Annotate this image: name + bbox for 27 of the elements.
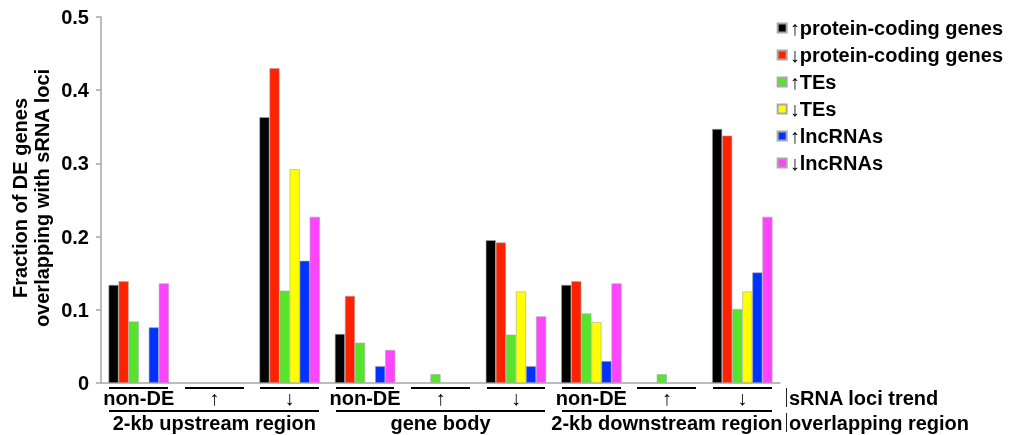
legend-label: ↑protein-coding genes xyxy=(789,17,1003,39)
legend-label: ↓protein-coding genes xyxy=(789,44,1003,66)
y-tick-label: 0.2 xyxy=(61,225,89,248)
legend-label: ↓lncRNAs xyxy=(789,152,884,174)
text: 2-kb upstream region xyxy=(112,412,317,434)
x-tick-label: ↓ xyxy=(284,387,295,409)
x-tick-label: non-DE xyxy=(103,387,175,409)
y-tick-label: 0.4 xyxy=(61,79,90,102)
y-tick-label: 0.1 xyxy=(61,298,89,321)
text: 2-kb downstream region xyxy=(551,412,783,434)
y-axis-title: Fraction of DE genes overlapping with sRNA loci xyxy=(9,67,53,330)
x-tick-label: non-DE xyxy=(329,387,401,409)
legend-label: ↑TEs xyxy=(789,71,837,93)
text: gene body xyxy=(390,412,491,434)
x-tick-label: ↑ xyxy=(661,387,672,409)
x-tick-label: ↑ xyxy=(435,387,446,409)
x-axis-title: sRNA loci trend xyxy=(789,387,939,409)
text: overlapping region xyxy=(789,412,970,434)
y-tick-label: 0 xyxy=(77,372,89,394)
y-tick-label: 0.5 xyxy=(61,6,89,28)
y-tick-label: 0.3 xyxy=(61,152,89,175)
x-tick-label: ↓ xyxy=(510,387,521,409)
legend-label: ↓TEs xyxy=(789,98,837,120)
x-tick-label: ↓ xyxy=(737,387,748,409)
x-tick-label: ↑ xyxy=(209,387,220,409)
x-tick-label: non-DE xyxy=(555,387,627,409)
legend-label: ↑lncRNAs xyxy=(789,125,884,147)
